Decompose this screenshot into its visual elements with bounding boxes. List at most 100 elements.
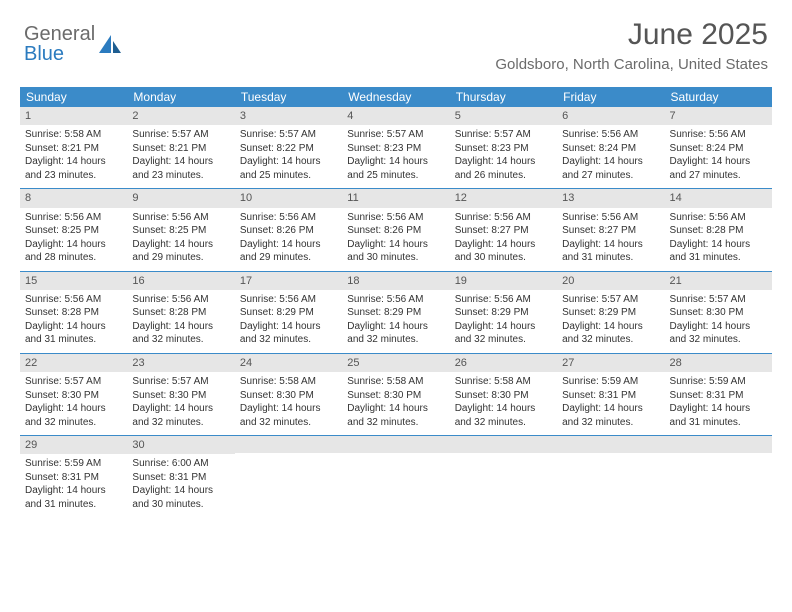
day-number: 8 [20, 189, 127, 207]
sunrise-line: Sunrise: 5:57 AM [240, 128, 337, 142]
day-body: Sunrise: 5:57 AMSunset: 8:22 PMDaylight:… [235, 125, 342, 188]
day-number: 2 [127, 107, 234, 125]
daylight-line: Daylight: 14 hours and 32 minutes. [25, 402, 122, 429]
daylight-line: Daylight: 14 hours and 32 minutes. [132, 402, 229, 429]
day-body: Sunrise: 5:56 AMSunset: 8:29 PMDaylight:… [235, 290, 342, 353]
day-body: Sunrise: 5:56 AMSunset: 8:27 PMDaylight:… [557, 208, 664, 271]
day-cell: 12Sunrise: 5:56 AMSunset: 8:27 PMDayligh… [450, 189, 557, 270]
day-number: 4 [342, 107, 449, 125]
sunrise-line: Sunrise: 6:00 AM [132, 457, 229, 471]
day-body: Sunrise: 5:57 AMSunset: 8:30 PMDaylight:… [20, 372, 127, 435]
day-number: 30 [127, 436, 234, 454]
day-body: Sunrise: 5:56 AMSunset: 8:28 PMDaylight:… [20, 290, 127, 353]
sunrise-line: Sunrise: 5:57 AM [562, 293, 659, 307]
day-body: Sunrise: 5:56 AMSunset: 8:24 PMDaylight:… [665, 125, 772, 188]
day-number: 22 [20, 354, 127, 372]
day-cell: 14Sunrise: 5:56 AMSunset: 8:28 PMDayligh… [665, 189, 772, 270]
header: General Blue June 2025 Goldsboro, North … [0, 0, 792, 77]
day-number: 23 [127, 354, 234, 372]
week-row: 1Sunrise: 5:58 AMSunset: 8:21 PMDaylight… [20, 107, 772, 189]
day-number: 20 [557, 272, 664, 290]
day-cell: 27Sunrise: 5:59 AMSunset: 8:31 PMDayligh… [557, 354, 664, 435]
dow-cell: Wednesday [342, 87, 449, 107]
sunset-line: Sunset: 8:28 PM [25, 306, 122, 320]
sunrise-line: Sunrise: 5:56 AM [347, 211, 444, 225]
week-row: 8 Sunrise: 5:56 AM Sunset: 8:25 PM Daylight… [20, 189, 772, 271]
day-cell: 26Sunrise: 5:58 AMSunset: 8:30 PMDayligh… [450, 354, 557, 435]
day-number [342, 436, 449, 453]
sunset-line: Sunset: 8:27 PM [562, 224, 659, 238]
sunrise-line: Sunrise: 5:57 AM [347, 128, 444, 142]
day-number: 25 [342, 354, 449, 372]
daylight-line: Daylight: 14 hours and 32 minutes. [455, 320, 552, 347]
daylight-line: Daylight: 14 hours and 27 minutes. [670, 155, 767, 182]
day-body: Sunrise: 5:57 AMSunset: 8:30 PMDaylight:… [665, 290, 772, 353]
day-cell: 24Sunrise: 5:58 AMSunset: 8:30 PMDayligh… [235, 354, 342, 435]
sunset-line: Sunset: 8:29 PM [240, 306, 337, 320]
day-number: 28 [665, 354, 772, 372]
day-cell: 16Sunrise: 5:56 AMSunset: 8:28 PMDayligh… [127, 272, 234, 353]
day-number [235, 436, 342, 453]
day-body: Sunrise: 5:56 AMSunset: 8:24 PMDaylight:… [557, 125, 664, 188]
day-cell: 5Sunrise: 5:57 AMSunset: 8:23 PMDaylight… [450, 107, 557, 188]
day-of-week-header: SundayMondayTuesdayWednesdayThursdayFrid… [20, 87, 772, 107]
dow-cell: Sunday [20, 87, 127, 107]
sunset-line: Sunset: 8:23 PM [347, 142, 444, 156]
month-title: June 2025 [495, 18, 768, 52]
sunrise-line: Sunrise: 5:59 AM [562, 375, 659, 389]
daylight-line: Daylight: 14 hours and 29 minutes. [132, 238, 229, 265]
day-cell: 11Sunrise: 5:56 AMSunset: 8:26 PMDayligh… [342, 189, 449, 270]
day-number [557, 436, 664, 453]
sunset-line: Sunset: 8:21 PM [132, 142, 229, 156]
day-number: 14 [665, 189, 772, 207]
sunset-line: Sunset: 8:28 PM [670, 224, 767, 238]
sunset-line: Sunset: 8:26 PM [347, 224, 444, 238]
day-number: 7 [665, 107, 772, 125]
day-cell: 28Sunrise: 5:59 AMSunset: 8:31 PMDayligh… [665, 354, 772, 435]
day-number: 1 [20, 107, 127, 125]
week-row: 29Sunrise: 5:59 AMSunset: 8:31 PMDayligh… [20, 436, 772, 517]
day-body: Sunrise: 5:59 AMSunset: 8:31 PMDaylight:… [665, 372, 772, 435]
day-cell: 19Sunrise: 5:56 AMSunset: 8:29 PMDayligh… [450, 272, 557, 353]
daylight-line: Daylight: 14 hours and 32 minutes. [562, 320, 659, 347]
sunset-line: Sunset: 8:30 PM [132, 389, 229, 403]
day-cell [342, 436, 449, 517]
sunrise-line: Sunrise: 5:59 AM [25, 457, 122, 471]
sunset-line: Sunset: 8:26 PM [240, 224, 337, 238]
brand-part1: General [24, 23, 95, 45]
sunset-line: Sunset: 8:24 PM [562, 142, 659, 156]
sunrise-line: Sunrise: 5:56 AM [25, 293, 122, 307]
daylight-line: Daylight: 14 hours and 31 minutes. [562, 238, 659, 265]
sunset-line: Sunset: 8:31 PM [132, 471, 229, 485]
daylight-line: Daylight: 14 hours and 32 minutes. [240, 402, 337, 429]
day-number: 3 [235, 107, 342, 125]
sunset-line: Sunset: 8:29 PM [562, 306, 659, 320]
sunset-line: Sunset: 8:25 PM [25, 224, 122, 238]
daylight-line: Daylight: 14 hours and 25 minutes. [240, 155, 337, 182]
sunset-line: Sunset: 8:22 PM [240, 142, 337, 156]
day-number: 9 [127, 189, 234, 207]
dow-cell: Friday [557, 87, 664, 107]
day-body: Sunrise: 6:00 AMSunset: 8:31 PMDaylight:… [127, 454, 234, 517]
day-number: 10 [235, 189, 342, 207]
sunset-line: Sunset: 8:31 PM [25, 471, 122, 485]
sunset-line: Sunset: 8:21 PM [25, 142, 122, 156]
sunrise-line: Sunrise: 5:56 AM [455, 211, 552, 225]
day-cell: 30Sunrise: 6:00 AMSunset: 8:31 PMDayligh… [127, 436, 234, 517]
day-body: Sunrise: 5:57 AMSunset: 8:30 PMDaylight:… [127, 372, 234, 435]
day-body: Sunrise: 5:56 AMSunset: 8:28 PMDaylight:… [127, 290, 234, 353]
day-cell: 7Sunrise: 5:56 AMSunset: 8:24 PMDaylight… [665, 107, 772, 188]
day-cell: 20 Sunrise: 5:57 AMSunset: 8:29 PMDayligh… [557, 272, 664, 353]
daylight-line: Daylight: 14 hours and 31 minutes. [25, 320, 122, 347]
day-body: Sunrise: 5:58 AMSunset: 8:30 PMDaylight:… [450, 372, 557, 435]
day-number: 19 [450, 272, 557, 290]
daylight-line: Daylight: 14 hours and 25 minutes. [347, 155, 444, 182]
day-body: Sunrise: 5:56 AMSunset: 8:29 PMDaylight:… [450, 290, 557, 353]
sunrise-line: Sunrise: 5:57 AM [670, 293, 767, 307]
sunset-line: Sunset: 8:28 PM [132, 306, 229, 320]
day-number: 13 [557, 189, 664, 207]
day-cell: 18Sunrise: 5:56 AMSunset: 8:29 PMDayligh… [342, 272, 449, 353]
day-cell: 8Sunrise: 5:56 AMSunset: 8:25 PMDaylight… [20, 189, 127, 270]
day-cell: 22Sunrise: 5:57 AMSunset: 8:30 PMDayligh… [20, 354, 127, 435]
sunrise-line: Sunrise: 5:58 AM [240, 375, 337, 389]
